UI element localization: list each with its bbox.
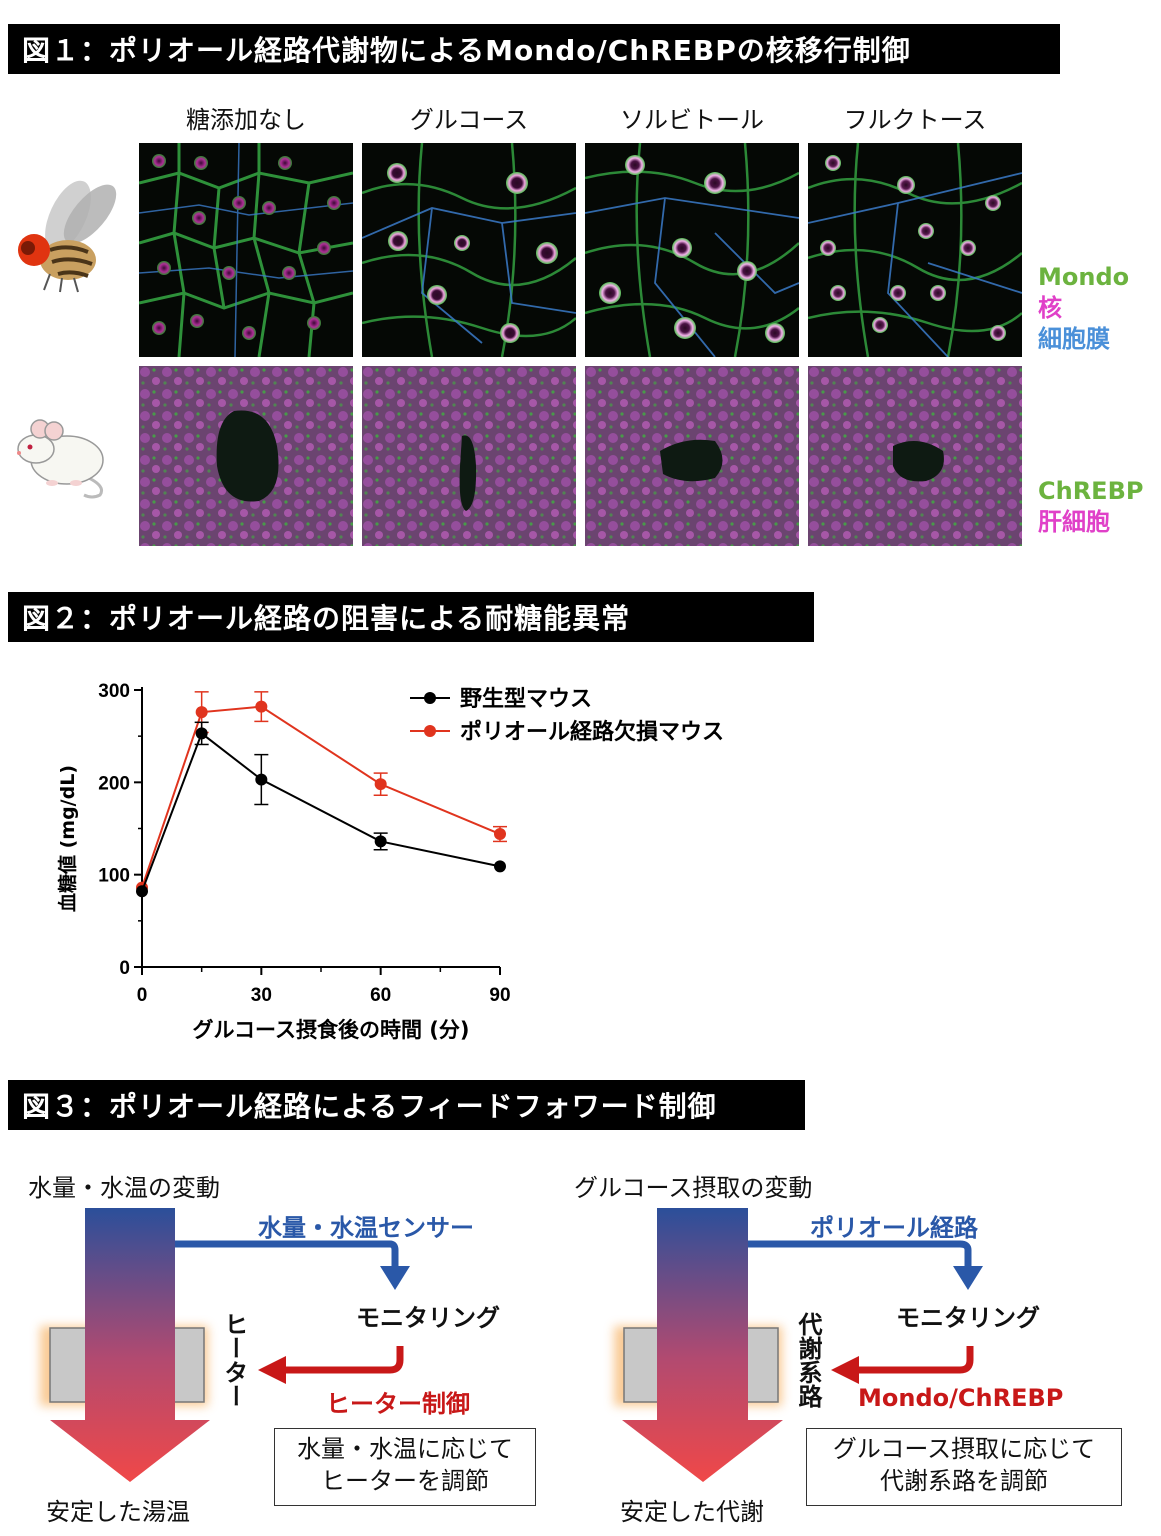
fig2-title: 図２：ポリオール経路の阻害による耐糖能異常 [8,592,814,642]
data-point-series-0 [374,835,387,848]
right-top-label: グルコース摂取の変動 [574,1174,813,1202]
column-label-glucose: グルコース [409,106,529,134]
data-point-series-0 [494,860,506,873]
y-axis-label: 血糖値 (mg/dL) [56,765,79,912]
legend-mondo: Mondo [1038,263,1130,291]
right-control-label: Mondo/ChREBP [858,1384,1064,1412]
micrograph-fly-fructose [808,143,1022,357]
mouse-icon [17,419,104,499]
left-control-arrowhead [258,1356,286,1384]
left-heater-system [40,1208,410,1482]
left-bottom-label: 安定した湯温 [46,1498,190,1526]
left-control-label: ヒーター制御 [326,1390,470,1418]
right-bottom-label: 安定した代謝 [620,1498,764,1526]
legend-nucleus: 核 [1038,294,1062,322]
feedforward-diagram [40,1208,983,1482]
left-note-box: 水量・水温に応じて ヒーターを調節 [274,1428,536,1506]
micrograph-mouse-sorbitol [585,366,799,546]
legend-hepatocyte: 肝細胞 [1038,508,1110,536]
legend-label-1: ポリオール経路欠損マウス [460,719,724,745]
micrograph-mouse-glucose [362,366,576,546]
data-point-series-0 [255,773,268,786]
left-vertical-label: ヒーター [220,1312,248,1408]
micrograph-mouse-no-sugar [139,366,353,546]
column-label-fructose: フルクトース [843,106,987,134]
right-sensor-label: ポリオール経路 [810,1214,978,1242]
right-flow-arrow [622,1208,783,1482]
fig3-title: 図３：ポリオール経路によるフィードフォワード制御 [8,1080,805,1130]
left-flow-arrow [50,1208,210,1482]
left-monitor-label: モニタリング [356,1304,500,1332]
column-label-no-sugar: 糖添加なし [186,106,306,134]
legend-chrebp: ChREBP [1038,477,1144,505]
right-control-arrowhead [831,1356,859,1384]
right-vertical-label: 代謝系路 [794,1312,822,1408]
right-monitor-label: モニタリング [896,1304,1040,1332]
right-note-line-2: 代謝系路を調節 [880,1467,1048,1495]
x-axis-label: グルコース摂食後の時間 (分) [192,1018,469,1042]
legend-mouse: ChREBP 肝細胞 [1038,476,1143,538]
y-tick-label: 300 [98,681,130,702]
left-top-label: 水量・水温の変動 [28,1174,220,1202]
x-tick-label: 0 [137,985,148,1006]
data-point-series-1 [195,706,208,719]
right-metabolism-system [614,1208,983,1482]
micrograph-fly-no-sugar [139,143,353,357]
left-note-line-1: 水量・水温に応じて [297,1435,513,1463]
fly-icon [18,180,117,293]
data-point-series-1 [374,778,387,791]
micrograph-mouse-fructose [808,366,1022,546]
y-tick-label: 0 [119,958,130,979]
right-sensor-arrowhead [953,1266,983,1290]
y-tick-label: 200 [98,773,130,794]
column-label-sorbitol: ソルビトール [620,106,764,134]
data-point-series-1 [255,700,268,713]
left-note-line-2: ヒーターを調節 [321,1467,489,1495]
micrograph-fly-glucose [362,143,576,357]
left-sensor-label: 水量・水温センサー [258,1214,474,1242]
legend-marker-1 [424,725,436,737]
fig1-title: 図１：ポリオール経路代謝物によるMondo/ChREBPの核移行制御 [8,24,1060,74]
legend-marker-0 [424,692,436,704]
y-tick-label: 100 [98,866,130,887]
left-sensor-arrowhead [380,1266,410,1290]
data-point-series-1 [494,828,506,841]
x-tick-label: 90 [489,985,510,1006]
legend-membrane: 細胞膜 [1038,325,1110,353]
x-tick-label: 60 [370,985,391,1006]
glucose-tolerance-chart: 0 100 200 300 0 30 60 90 グルコース摂食後の時間 (分) 血糖値 (mg/… [56,681,724,1042]
micrograph-fly-sorbitol [585,143,799,357]
right-note-box: グルコース摂取に応じて 代謝系路を調節 [806,1428,1122,1506]
right-note-line-1: グルコース摂取に応じて [832,1435,1096,1463]
x-tick-label: 30 [251,985,272,1006]
data-point-series-0 [136,885,148,898]
legend-fly: Mondo 核 細胞膜 [1038,262,1129,355]
legend-label-0: 野生型マウス [460,687,592,712]
data-point-series-0 [195,727,208,740]
